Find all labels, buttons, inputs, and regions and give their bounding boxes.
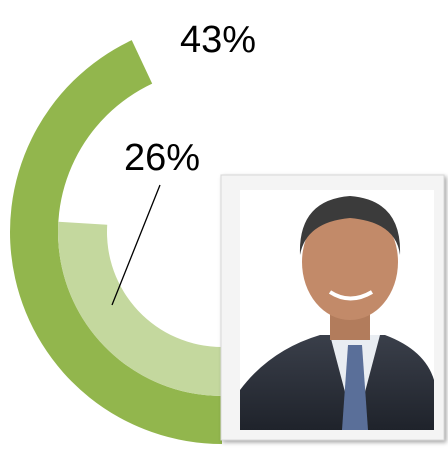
chart: 43% 26%	[0, 0, 448, 449]
value-label: 26%	[124, 137, 200, 179]
value-label: 43%	[180, 19, 256, 61]
leader-line	[112, 185, 160, 305]
portrait	[240, 190, 434, 430]
arcs	[10, 40, 222, 444]
